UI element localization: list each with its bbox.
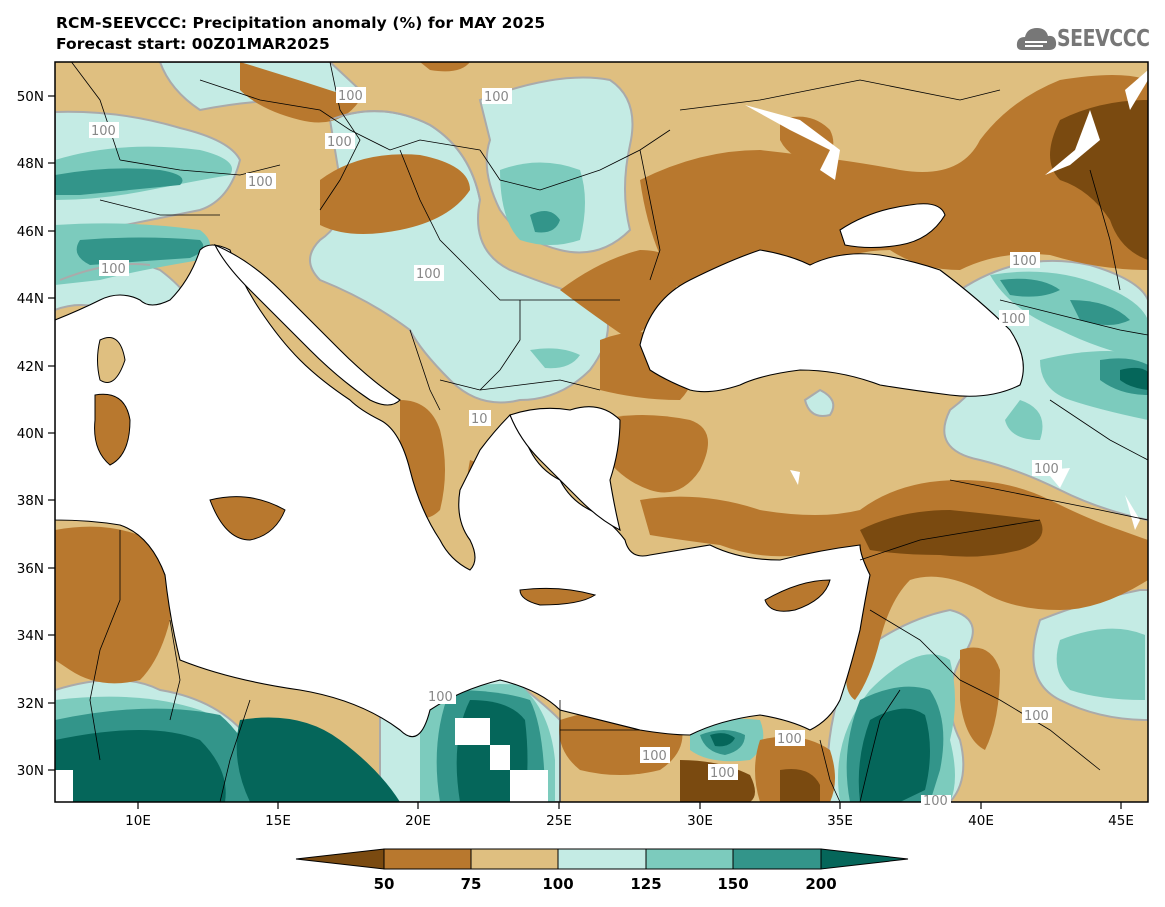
contour-label: 100 [921, 794, 951, 809]
lat-label: 44N [17, 291, 44, 307]
contour-label: 100 [246, 173, 276, 190]
cloud-icon [1016, 28, 1057, 50]
contour-label-text: 100 [1034, 462, 1059, 477]
lon-label: 30E [687, 813, 713, 829]
contour-label: 100 [89, 122, 119, 139]
contour-label: 100 [1010, 252, 1040, 269]
contour-label-text: 100 [338, 89, 363, 104]
colorbar-label: 150 [717, 875, 748, 893]
lat-ticks [48, 95, 55, 771]
lat-label: 46N [17, 224, 44, 240]
contour-label-text: 100 [416, 267, 441, 282]
map-title: RCM-SEEVCCC: Precipitation anomaly (%) f… [56, 14, 546, 32]
logo-text: SEEVCCC [1057, 26, 1150, 52]
forecast-start-label: Forecast start: 00Z01MAR2025 [56, 35, 330, 53]
contour-label-text: 100 [428, 690, 453, 705]
contour-label-text: 100 [1001, 312, 1026, 327]
islands [94, 337, 831, 612]
contour-label-text: 100 [642, 749, 667, 764]
lat-label: 38N [17, 493, 44, 509]
colorbar-label: 200 [805, 875, 836, 893]
contour-label: 100 [1022, 707, 1052, 724]
contour-label-text: 100 [923, 794, 948, 809]
colorbar-cell [732, 848, 822, 870]
contour-labels: 100 100 100 100 100 100 100 100 100 100 … [89, 87, 1062, 809]
lon-label: 35E [827, 813, 853, 829]
lon-label: 20E [405, 813, 431, 829]
lat-label: 48N [17, 156, 44, 172]
contour-label-text: 100 [91, 124, 116, 139]
lon-label: 15E [265, 813, 291, 829]
colorbar-cell [645, 848, 734, 870]
contour-label-text: 100 [248, 175, 273, 190]
colorbar-cell [295, 848, 385, 870]
lon-ticks [137, 802, 1122, 809]
contour-label: 100 [775, 730, 805, 747]
colorbar-label: 100 [542, 875, 573, 893]
lat-label: 32N [17, 696, 44, 712]
colorbar-labels: 50 75 100 125 150 200 [374, 875, 837, 893]
contour-label: 100 [1032, 460, 1062, 477]
colorbar-label: 50 [374, 875, 395, 893]
lon-labels: 10E 15E 20E 25E 30E 35E 40E 45E [125, 813, 1134, 829]
colorbar-cell [557, 848, 647, 870]
colorbar-cell [470, 848, 559, 870]
contour-label-text: 100 [327, 135, 352, 150]
lat-label: 30N [17, 763, 44, 779]
masked-cells [55, 70, 1148, 802]
contour-label-text: 100 [101, 262, 126, 277]
lat-label: 36N [17, 561, 44, 577]
contour-label-text: 10 [471, 412, 488, 427]
lat-labels: 50N 48N 46N 44N 42N 40N 38N 36N 34N 32N … [17, 89, 44, 779]
lon-label: 10E [125, 813, 151, 829]
colorbar-cell [383, 848, 472, 870]
lat-label: 40N [17, 426, 44, 442]
contour-label-text: 100 [1024, 709, 1049, 724]
colorbar-cell [820, 848, 909, 870]
colorbar-label: 125 [630, 875, 661, 893]
lat-label: 50N [17, 89, 44, 105]
contour-label: 100 [999, 310, 1029, 327]
contour-label: 100 [426, 688, 456, 705]
contour-label: 100 [414, 265, 444, 282]
lat-label: 34N [17, 628, 44, 644]
contour-label: 10 [469, 410, 491, 427]
lat-label: 42N [17, 359, 44, 375]
lon-label: 40E [968, 813, 994, 829]
contour-label-text: 100 [1012, 254, 1037, 269]
contour-label: 100 [708, 764, 738, 781]
country-borders [71, 62, 1148, 802]
contour-label-text: 100 [710, 766, 735, 781]
contour-label: 100 [640, 747, 670, 764]
map-frame [54, 61, 1149, 803]
lon-label: 45E [1108, 813, 1134, 829]
colorbar [295, 848, 909, 870]
lon-label: 25E [546, 813, 572, 829]
contour-label: 100 [336, 87, 366, 104]
contour-label: 100 [325, 133, 355, 150]
field-below-50 [680, 100, 1148, 802]
contour-label: 100 [482, 88, 512, 105]
sea-mask [55, 203, 1024, 738]
contour-label-text: 100 [484, 90, 509, 105]
colorbar-label: 75 [461, 875, 482, 893]
anomaly-field [55, 62, 1148, 802]
contour-label-text: 100 [777, 732, 802, 747]
contour-label: 100 [99, 260, 129, 277]
